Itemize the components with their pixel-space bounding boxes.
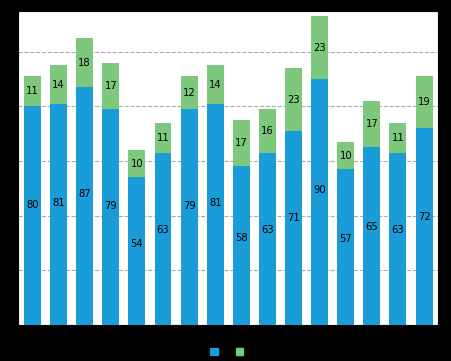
Bar xyxy=(258,153,275,325)
Bar xyxy=(206,104,223,325)
Bar xyxy=(128,150,145,177)
Bar xyxy=(232,120,249,166)
Bar xyxy=(102,109,119,325)
Bar xyxy=(102,63,119,109)
Bar xyxy=(414,128,432,325)
Bar xyxy=(154,153,171,325)
Text: 14: 14 xyxy=(208,79,221,90)
Bar xyxy=(24,77,41,106)
Text: 10: 10 xyxy=(130,159,143,169)
Bar xyxy=(258,109,275,153)
Text: 79: 79 xyxy=(182,201,195,211)
Bar xyxy=(336,169,354,325)
Text: 23: 23 xyxy=(313,43,325,53)
Bar xyxy=(310,79,327,325)
Bar xyxy=(336,142,354,169)
Bar xyxy=(232,166,249,325)
Text: 81: 81 xyxy=(208,198,221,208)
Bar xyxy=(389,123,405,153)
Text: 63: 63 xyxy=(261,225,273,235)
Text: 17: 17 xyxy=(235,138,247,148)
Bar xyxy=(180,109,197,325)
Text: 19: 19 xyxy=(417,97,429,107)
Bar xyxy=(76,87,93,325)
Text: 72: 72 xyxy=(417,212,429,222)
Bar xyxy=(154,123,171,153)
Text: 10: 10 xyxy=(339,151,351,161)
Text: 18: 18 xyxy=(78,58,91,68)
Text: 11: 11 xyxy=(391,133,404,143)
Text: 54: 54 xyxy=(130,239,143,249)
Text: 58: 58 xyxy=(235,233,247,243)
Text: 14: 14 xyxy=(52,79,64,90)
Text: 23: 23 xyxy=(286,95,299,105)
Text: 11: 11 xyxy=(156,133,169,143)
Text: 12: 12 xyxy=(182,88,195,98)
Text: 90: 90 xyxy=(313,185,325,195)
Bar xyxy=(285,68,301,131)
Bar xyxy=(128,177,145,325)
Bar xyxy=(285,131,301,325)
Text: 17: 17 xyxy=(104,81,117,91)
Text: 81: 81 xyxy=(52,198,64,208)
Bar xyxy=(180,77,197,109)
Bar xyxy=(24,106,41,325)
Text: 63: 63 xyxy=(391,225,403,235)
Bar xyxy=(389,153,405,325)
Bar xyxy=(206,65,223,104)
Bar xyxy=(50,104,67,325)
Bar xyxy=(50,65,67,104)
Text: 87: 87 xyxy=(78,189,91,199)
Text: 63: 63 xyxy=(156,225,169,235)
Bar xyxy=(310,16,327,79)
Legend: , : , xyxy=(206,343,249,361)
Text: 16: 16 xyxy=(261,126,273,136)
Text: 79: 79 xyxy=(104,201,117,211)
Text: 57: 57 xyxy=(339,234,351,244)
Text: 71: 71 xyxy=(286,213,299,223)
Text: 80: 80 xyxy=(26,200,39,210)
Bar xyxy=(414,77,432,128)
Text: 65: 65 xyxy=(365,222,377,232)
Bar xyxy=(363,147,379,325)
Text: 17: 17 xyxy=(365,119,377,129)
Bar xyxy=(76,38,93,87)
Bar xyxy=(363,101,379,147)
Text: 11: 11 xyxy=(26,86,39,96)
